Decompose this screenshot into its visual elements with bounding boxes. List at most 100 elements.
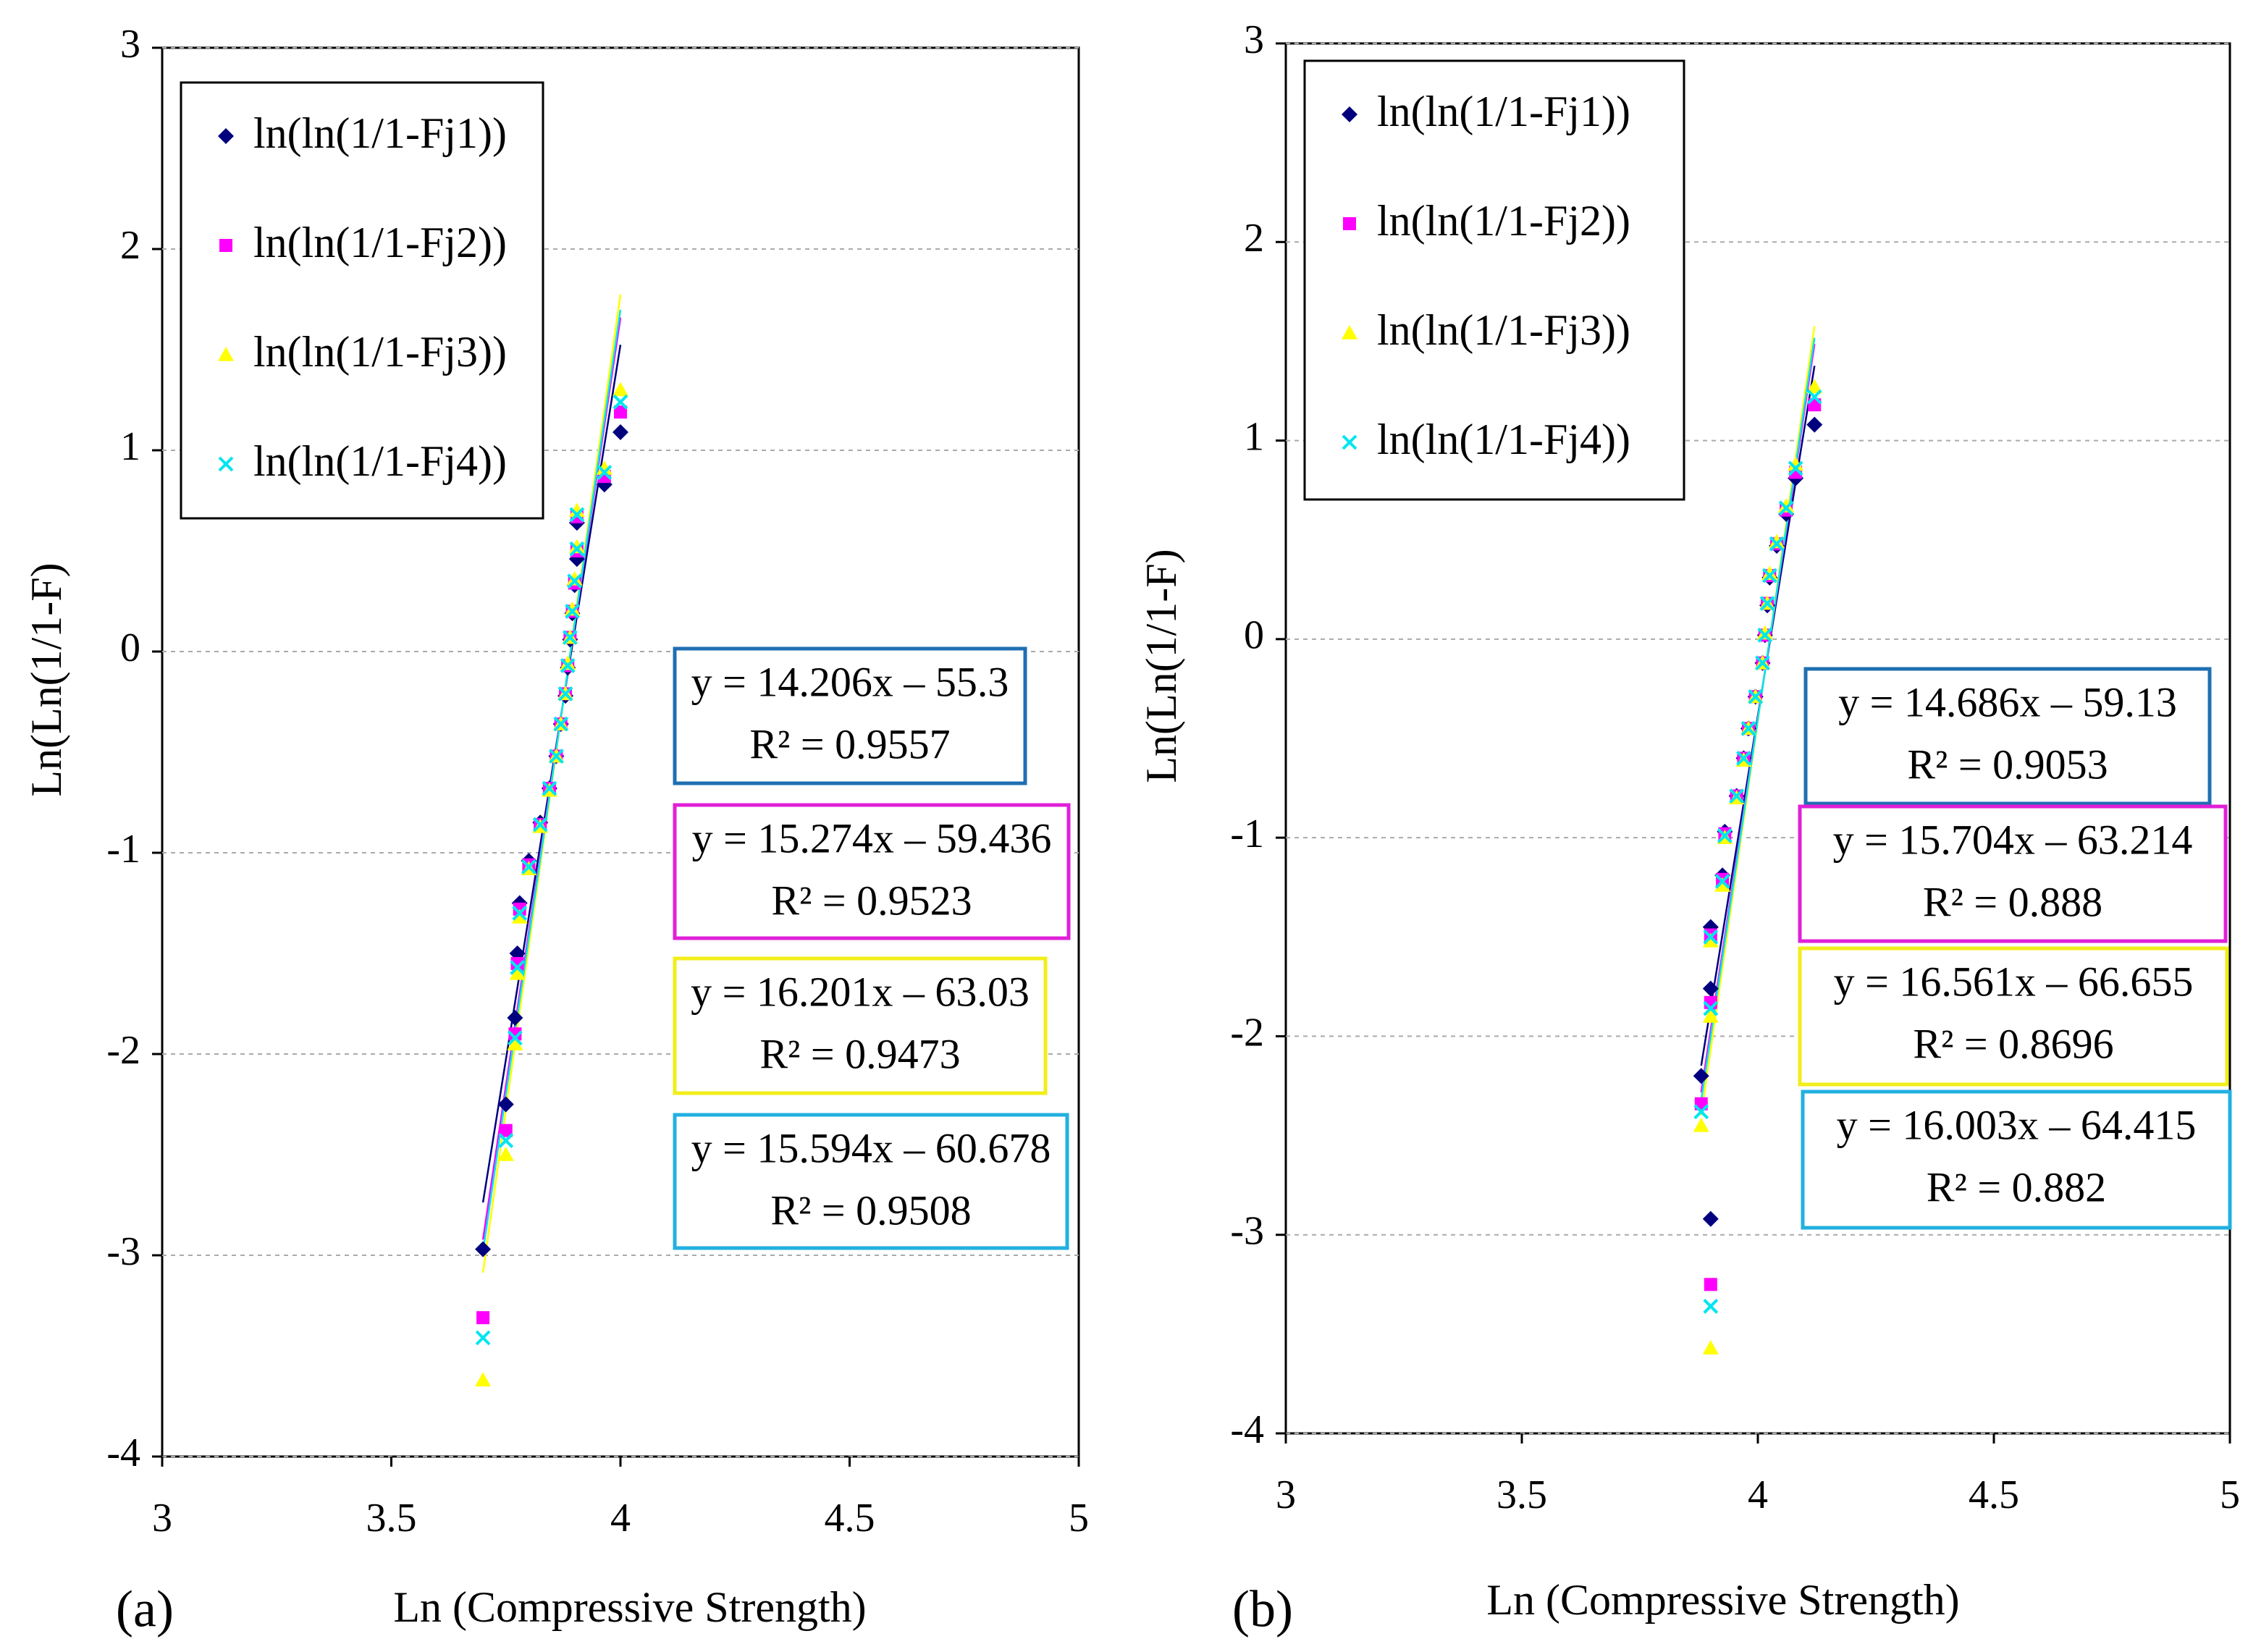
legend-label: ln(ln(1/1-Fj1)) bbox=[253, 109, 507, 157]
x-tick-label: 4.5 bbox=[1969, 1472, 2019, 1517]
marker-triangle bbox=[1693, 1117, 1709, 1132]
y-tick-label: -4 bbox=[1230, 1407, 1264, 1452]
equation: y = 16.561x – 66.655 bbox=[1834, 958, 2194, 1005]
equation: y = 14.686x – 59.13 bbox=[1838, 678, 2177, 725]
y-tick-label: 1 bbox=[1244, 414, 1264, 459]
marker-diamond bbox=[1806, 416, 1823, 433]
x-tick-label: 4.5 bbox=[825, 1496, 875, 1541]
marker-triangle bbox=[1702, 932, 1719, 948]
y-tick-label: 0 bbox=[120, 625, 140, 670]
marker-x bbox=[1717, 827, 1733, 843]
marker-x bbox=[612, 394, 628, 410]
x-tick-label: 4 bbox=[610, 1496, 631, 1541]
marker-x bbox=[560, 658, 576, 673]
marker-diamond bbox=[1693, 1068, 1709, 1084]
x-tick-label: 3.5 bbox=[1496, 1472, 1547, 1517]
equation-box bbox=[673, 646, 1027, 785]
marker-triangle bbox=[509, 965, 526, 980]
marker-diamond bbox=[612, 423, 628, 440]
marker-x bbox=[1759, 596, 1775, 611]
legend-label: ln(ln(1/1-Fj2)) bbox=[1377, 197, 1630, 245]
marker-x bbox=[1761, 568, 1777, 583]
marker-x bbox=[1778, 500, 1794, 516]
marker-x bbox=[1693, 1104, 1709, 1120]
y-tick-label: -2 bbox=[1230, 1010, 1264, 1055]
marker-x bbox=[553, 716, 569, 732]
x-tick-label: 5 bbox=[1069, 1496, 1089, 1541]
marker-x bbox=[542, 780, 557, 796]
marker-square bbox=[1704, 1278, 1717, 1291]
marker-triangle bbox=[218, 347, 234, 361]
marker-x bbox=[1703, 929, 1719, 945]
marker-triangle bbox=[568, 539, 585, 554]
equation-box bbox=[673, 803, 1071, 940]
marker-triangle bbox=[1702, 1008, 1719, 1023]
x-tick-label: 5 bbox=[2220, 1472, 2240, 1517]
marker-triangle bbox=[568, 502, 585, 518]
y-tick-label: -4 bbox=[106, 1430, 140, 1475]
r-squared: R² = 0.9508 bbox=[770, 1187, 971, 1234]
legend-label: ln(ln(1/1-Fj4)) bbox=[1377, 416, 1630, 463]
marker-triangle bbox=[560, 655, 576, 670]
marker-x bbox=[1757, 627, 1773, 643]
marker-x bbox=[569, 541, 585, 557]
x-tick-label: 4 bbox=[1748, 1472, 1768, 1517]
equation: y = 15.594x – 60.678 bbox=[691, 1124, 1051, 1171]
marker-triangle bbox=[475, 1372, 492, 1387]
marker-x bbox=[475, 1330, 491, 1346]
y-tick-label: 3 bbox=[1244, 17, 1264, 62]
y-axis-label: Ln(Ln(1/1-F) bbox=[1137, 549, 1185, 783]
marker-x bbox=[1729, 788, 1745, 804]
r-squared: R² = 0.8696 bbox=[1913, 1020, 2113, 1067]
marker-square bbox=[513, 902, 526, 916]
marker-square bbox=[614, 405, 627, 419]
y-tick-label: 3 bbox=[120, 22, 140, 67]
marker-x bbox=[498, 1133, 514, 1148]
marker-x bbox=[562, 630, 578, 645]
marker-square bbox=[510, 956, 524, 970]
panel-label: (b) bbox=[1232, 1580, 1293, 1638]
equation: y = 16.003x – 64.415 bbox=[1837, 1101, 2197, 1148]
x-tick-label: 3 bbox=[1276, 1472, 1296, 1517]
legend-label: ln(ln(1/1-Fj4)) bbox=[253, 437, 507, 485]
y-tick-label: 2 bbox=[1244, 216, 1264, 261]
y-tick-label: -3 bbox=[106, 1229, 140, 1274]
marker-diamond bbox=[507, 1009, 523, 1026]
marker-x bbox=[1755, 655, 1770, 671]
y-tick-label: 2 bbox=[120, 223, 140, 268]
marker-diamond bbox=[1702, 980, 1719, 997]
marker-triangle bbox=[1702, 1340, 1719, 1354]
y-tick-label: 0 bbox=[1244, 613, 1264, 658]
legend-label: ln(ln(1/1-Fj2)) bbox=[253, 219, 507, 266]
r-squared: R² = 0.9557 bbox=[749, 720, 950, 767]
marker-x bbox=[1714, 874, 1730, 889]
marker-diamond bbox=[218, 128, 234, 144]
marker-x bbox=[1769, 536, 1785, 552]
marker-x bbox=[1703, 1000, 1719, 1016]
marker-x bbox=[1736, 751, 1751, 766]
x-axis-label: Ln (Compressive Strength) bbox=[1486, 1576, 1959, 1624]
marker-x bbox=[548, 749, 564, 764]
marker-x bbox=[557, 686, 573, 701]
marker-triangle bbox=[1806, 379, 1823, 394]
equation-box bbox=[1803, 667, 2212, 806]
r-squared: R² = 0.882 bbox=[1927, 1163, 2106, 1210]
marker-triangle bbox=[1342, 325, 1357, 340]
marker-x bbox=[565, 603, 580, 619]
equation: y = 15.274x – 59.436 bbox=[692, 814, 1052, 861]
r-squared: R² = 0.888 bbox=[1923, 878, 2102, 925]
equation: y = 14.206x – 55.3 bbox=[691, 658, 1009, 705]
marker-triangle bbox=[612, 382, 628, 397]
marker-x bbox=[510, 960, 525, 975]
legend-box bbox=[180, 81, 544, 520]
legend-label: ln(ln(1/1-Fj3)) bbox=[1377, 306, 1630, 354]
marker-triangle bbox=[497, 1147, 514, 1161]
marker-x bbox=[1703, 1299, 1719, 1314]
r-squared: R² = 0.9523 bbox=[771, 877, 972, 924]
equation-box bbox=[1798, 946, 2229, 1087]
marker-x bbox=[218, 456, 234, 472]
r-squared: R² = 0.9473 bbox=[759, 1030, 960, 1077]
equation: y = 16.201x – 63.03 bbox=[691, 968, 1030, 1015]
marker-triangle bbox=[1756, 625, 1773, 640]
y-tick-label: -1 bbox=[106, 827, 140, 872]
